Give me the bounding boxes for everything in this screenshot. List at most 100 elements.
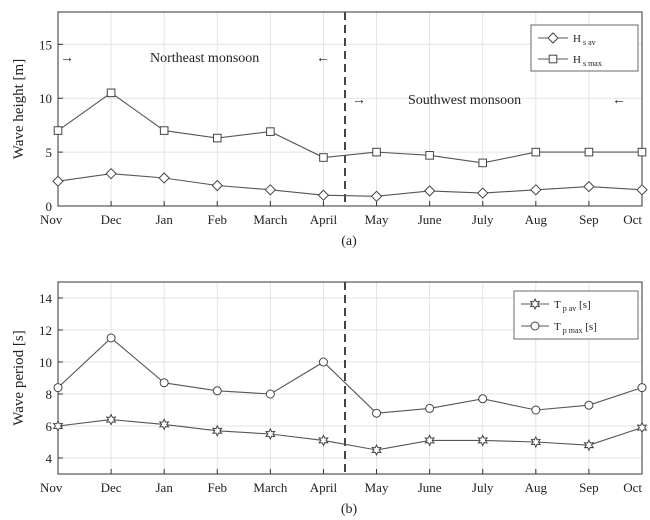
chart-b-x-tick-label: Oct — [623, 480, 642, 495]
chart-a-point-1-10 — [584, 147, 594, 157]
chart-b-x-tick-label: Nov — [40, 480, 63, 495]
chart-a-point-0-5 — [317, 189, 330, 201]
chart-a-legend-marker-hs-max — [548, 54, 558, 64]
chart-b-x-tick-label: April — [310, 480, 338, 495]
chart-a-point-1-7 — [425, 151, 434, 160]
chart-b-y-tick-label: 4 — [46, 451, 53, 466]
chart-a-point-1-2 — [159, 126, 169, 135]
chart-a-point-1-5 — [319, 153, 328, 162]
chart-a-point-0-7 — [423, 185, 436, 197]
chart-b-point-0-8 — [477, 434, 489, 447]
chart-b-x-tick-label: Aug — [525, 480, 548, 495]
southwest-monsoon-label: Southwest monsoon — [408, 93, 521, 108]
chart-a-y-axis-label: Wave height [m] — [11, 59, 27, 159]
chart-a-x-tick-label: Sep — [579, 212, 599, 227]
chart-b-point-0-2 — [158, 418, 170, 431]
chart-b-x-tick-label: May — [365, 480, 389, 495]
chart-b-point-1-8 — [478, 394, 488, 404]
chart-b-point-0-3 — [211, 424, 223, 437]
chart-b-series-line-0 — [57, 419, 643, 451]
southwest-arrow-left: ← — [612, 93, 626, 108]
chart-b-series — [52, 333, 648, 457]
chart-b-point-1-5 — [318, 357, 328, 367]
chart-a-y-tick-label: 10 — [39, 91, 52, 106]
chart-a-point-0-10 — [583, 180, 595, 193]
chart-b-point-1-2 — [159, 378, 169, 388]
chart-b-point-1-6 — [372, 408, 382, 418]
chart-a-point-1-8 — [478, 158, 488, 168]
chart-b-point-0-6 — [371, 443, 382, 457]
chart-b-point-1-9 — [531, 405, 541, 415]
chart-a-point-1-1 — [106, 88, 116, 98]
chart-a-x-ticks: Nov Dec Jan Feb March April May June July Aug Sep O… — [40, 201, 643, 227]
chart-b-x-ticks: Nov Dec Jan Feb March April May June July Aug Sep O… — [40, 469, 643, 495]
chart-a-x-tick-label: Aug — [525, 212, 548, 227]
chart-a: 0 5 10 15 Nov Dec Jan Feb March April May June July… — [11, 11, 648, 249]
chart-a-x-tick-label: Feb — [208, 212, 228, 227]
chart-a-point-0-4 — [264, 184, 277, 196]
chart-b-point-0-11 — [636, 421, 648, 434]
chart-a-point-0-0 — [52, 175, 64, 187]
chart-b-point-1-10 — [584, 400, 594, 410]
chart-a-legend-marker-hs-av — [547, 32, 559, 44]
chart-b-x-tick-label: June — [418, 480, 442, 495]
chart-b-point-1-7 — [425, 403, 435, 413]
chart-b-y-tick-label: 6 — [46, 419, 53, 434]
chart-b-point-0-7 — [424, 434, 435, 447]
chart-a-point-0-1 — [105, 167, 117, 180]
chart-b-point-1-3 — [212, 386, 222, 396]
chart-a-x-tick-label: Jan — [156, 212, 174, 227]
chart-b-legend-marker-tp-max — [530, 321, 540, 331]
chart-a-x-tick-label: Nov — [40, 212, 63, 227]
chart-a-x-tick-label: July — [472, 212, 494, 227]
chart-a-plot-frame — [57, 11, 643, 207]
chart-b-point-0-5 — [318, 434, 329, 447]
chart-a-x-tick-label: March — [253, 212, 287, 227]
chart-a-y-tick-label: 5 — [46, 145, 53, 160]
chart-a-point-0-2 — [158, 172, 170, 184]
chart-a-point-0-8 — [477, 187, 489, 199]
chart-b-point-0-10 — [583, 439, 595, 452]
chart-a-point-1-3 — [212, 133, 222, 143]
southwest-arrow-right: → — [352, 93, 366, 108]
chart-b-legend-marker-tp-av — [529, 297, 541, 311]
chart-a-point-1-11 — [637, 147, 647, 157]
chart-b-y-tick-label: 8 — [46, 387, 53, 402]
chart-b-point-1-1 — [106, 333, 116, 343]
chart-a-x-tick-label: Dec — [101, 212, 122, 227]
chart-b-point-0-1 — [105, 413, 117, 426]
northeast-monsoon-label: Northeast monsoon — [150, 51, 259, 66]
chart-b-x-tick-label: July — [472, 480, 494, 495]
chart-a-point-1-6 — [372, 147, 381, 157]
chart-b-y-tick-label: 12 — [39, 323, 52, 338]
chart-a-y-tick-label: 0 — [46, 199, 53, 214]
chart-a-series-line-0 — [57, 173, 643, 197]
chart-a-point-0-6 — [370, 190, 383, 203]
chart-b-caption: (b) — [341, 502, 358, 517]
chart-a-y-tick-label: 15 — [39, 37, 52, 52]
chart-a-y-ticks: 0 5 10 15 — [39, 37, 63, 214]
chart-b-x-tick-label: Feb — [208, 480, 228, 495]
chart-a-series-line-1 — [57, 92, 642, 164]
chart-b-plot-frame — [57, 281, 643, 475]
chart-a-point-1-0 — [53, 126, 63, 135]
chart-a-x-tick-label: May — [365, 212, 389, 227]
chart-a-series — [52, 88, 648, 203]
chart-a-grid — [57, 12, 643, 207]
chart-b-x-tick-label: Sep — [579, 480, 599, 495]
chart-b-point-0-9 — [530, 435, 542, 449]
chart-b-y-ticks: 4 6 8 10 12 14 — [39, 291, 63, 466]
chart-b-point-0-4 — [265, 427, 276, 441]
chart-b-y-axis-label: Wave period [s] — [11, 330, 27, 425]
chart-a-x-tick-label: Oct — [623, 212, 642, 227]
chart-a-point-1-9 — [531, 147, 541, 157]
chart-a-point-0-9 — [530, 184, 542, 196]
chart-b-point-1-0 — [53, 383, 63, 393]
chart-b-y-tick-label: 14 — [39, 291, 53, 306]
